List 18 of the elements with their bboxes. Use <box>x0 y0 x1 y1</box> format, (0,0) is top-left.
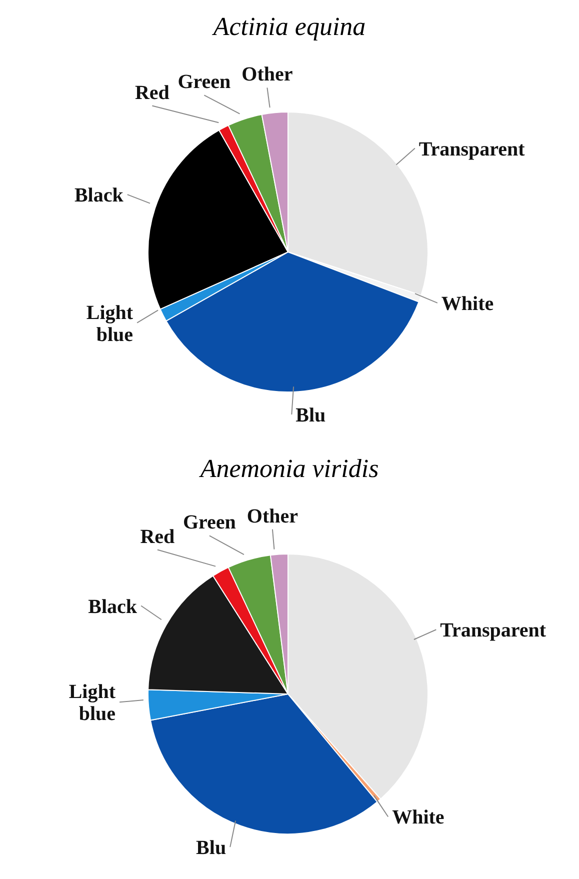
slice-label: Transparent <box>440 620 546 642</box>
chart-title: Anemonia viridis <box>198 454 380 484</box>
slice-label: Red <box>134 82 170 104</box>
slice-label: Blu <box>196 837 226 860</box>
slice-label: Green <box>178 71 231 94</box>
slice-label: Light blue <box>68 681 116 726</box>
slice-label: White <box>392 806 444 829</box>
slice-label: Blu <box>296 404 326 427</box>
slice-label: Black <box>74 184 124 207</box>
chart-title: Actinia equina <box>211 12 367 42</box>
slice-label: Red <box>140 526 175 548</box>
slice-label: Light blue <box>86 302 134 346</box>
slice-label: Green <box>182 512 236 534</box>
slice-label: White <box>441 292 494 315</box>
slice-label: Other <box>246 505 298 528</box>
slice-label: Transparent <box>418 138 526 160</box>
slice-label: Black <box>88 596 138 618</box>
slice-label: Other <box>242 64 293 86</box>
